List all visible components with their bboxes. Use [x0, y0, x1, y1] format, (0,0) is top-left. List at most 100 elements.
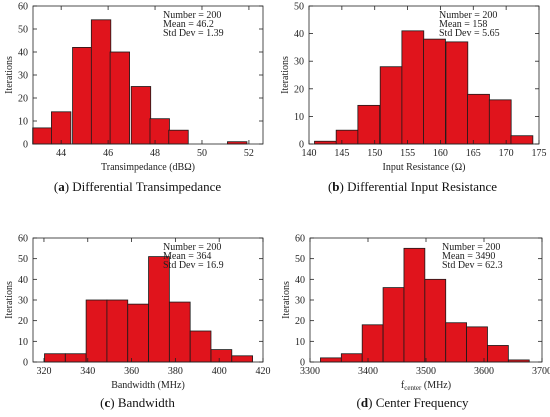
- x-tick-label: 140: [302, 148, 317, 159]
- histogram-bar: [85, 299, 108, 363]
- y-tick-label: 10: [18, 337, 28, 348]
- caption-text-d: Center Frequency: [375, 395, 469, 410]
- histogram-bar: [32, 127, 53, 145]
- x-tick-label: 50: [197, 148, 207, 159]
- y-tick-label: 50: [294, 2, 304, 13]
- y-tick-label: 0: [23, 140, 28, 151]
- histogram-bar: [106, 299, 129, 363]
- x-tick-label: 155: [400, 148, 415, 159]
- histogram-bar: [148, 256, 170, 363]
- y-tick-label: 30: [294, 57, 304, 68]
- x-tick-label: 3700: [532, 366, 550, 377]
- y-tick-label: 60: [18, 234, 28, 245]
- x-tick-label: 380: [168, 366, 183, 377]
- stats-line: Std Dev = 62.3: [442, 260, 503, 271]
- x-tick-label: 48: [150, 148, 160, 159]
- histogram-bar: [379, 66, 403, 145]
- x-tick-label: 44: [56, 148, 66, 159]
- histogram-transimpedance: 44 46 48 50 52 0 10 20 30 40 50 60 Transimpedance (d…: [4, 2, 264, 173]
- caption-a: (a) Differential Transimpedance: [53, 179, 222, 194]
- y-axis-label: Iterations: [280, 56, 291, 94]
- histogram-bar: [189, 330, 212, 363]
- stats-line: Mean = 3490: [442, 251, 495, 262]
- chart-panel-a: 44 46 48 50 52 0 10 20 30 40 50 60 Transimpedance (d…: [0, 0, 275, 208]
- caption-d: (d) Center Frequency: [356, 395, 469, 410]
- y-tick-label: 20: [295, 316, 305, 327]
- stats-line: Std Dev = 1.39: [163, 28, 224, 39]
- histogram-bandwidth: 320 340 360 380 400 420 0 10 20 30 40 50 60 Bandwidth…: [4, 234, 271, 392]
- caption-c: (c) Bandwidth: [100, 395, 175, 410]
- histogram-bar: [361, 324, 384, 363]
- stats-line: Std Dev = 5.65: [439, 28, 500, 39]
- y-tick-label: 0: [299, 140, 304, 151]
- x-tick-label: 320: [36, 366, 51, 377]
- histogram-bar: [487, 345, 509, 363]
- histogram-bar: [44, 353, 66, 363]
- y-axis-label: Iterations: [281, 281, 292, 319]
- x-tick-label: 420: [256, 366, 271, 377]
- stats-line: Std Dev = 16.9: [163, 260, 224, 271]
- x-axis-label-unit: (MHz): [421, 380, 451, 391]
- x-tick-label: 3300: [300, 366, 320, 377]
- y-tick-label: 40: [18, 275, 28, 286]
- x-tick-label: 3400: [358, 366, 378, 377]
- y-tick-label: 40: [294, 29, 304, 40]
- x-tick-label: 360: [124, 366, 139, 377]
- x-axis-label-main: f: [401, 380, 405, 391]
- x-tick-label: 340: [80, 366, 95, 377]
- histogram-bar: [320, 357, 342, 363]
- histogram-bar: [357, 104, 381, 145]
- histogram-bar: [109, 51, 130, 145]
- x-axis-label: Transimpedance (dBΩ): [101, 162, 195, 173]
- y-tick-label: 60: [18, 2, 28, 13]
- caption-label-b: b: [332, 179, 340, 194]
- caption-b: (b) Differential Input Resistance: [327, 179, 498, 194]
- y-tick-label: 60: [295, 234, 305, 245]
- x-axis-label-subscript: center: [404, 384, 422, 392]
- x-tick-label: 3600: [474, 366, 494, 377]
- stats-line: Mean = 364: [163, 251, 211, 262]
- y-tick-label: 20: [18, 94, 28, 105]
- y-tick-label: 50: [18, 25, 28, 36]
- y-tick-label: 10: [295, 337, 305, 348]
- x-tick-label: 165: [466, 148, 481, 159]
- stats-line: Number = 200: [442, 242, 500, 253]
- y-tick-label: 0: [23, 358, 28, 369]
- y-tick-label: 20: [18, 316, 28, 327]
- y-tick-label: 30: [18, 296, 28, 307]
- y-tick-label: 40: [295, 275, 305, 286]
- plot-frame: [308, 5, 540, 145]
- histogram-bar: [510, 135, 534, 145]
- y-axis-label: Iterations: [4, 281, 15, 319]
- histogram-bar: [168, 301, 191, 363]
- y-tick-label: 0: [300, 358, 305, 369]
- histogram-bar: [445, 41, 469, 145]
- histogram-bar: [51, 111, 72, 145]
- histogram-input-resistance: 140 145 150 155 160 165 170 175 0 10 20 30 40 50 Input…: [280, 2, 547, 174]
- histogram-bar: [466, 326, 488, 363]
- histogram-bar: [127, 303, 149, 363]
- y-tick-label: 20: [294, 84, 304, 95]
- chart-panel-b: 140 145 150 155 160 165 170 175 0 10 20 30 40 50 Input…: [275, 0, 550, 208]
- histogram-bar: [72, 47, 93, 145]
- caption-text-b: Differential Input Resistance: [347, 179, 498, 194]
- histogram-bar: [210, 349, 233, 363]
- x-tick-label: 3500: [416, 366, 436, 377]
- x-tick-label: 145: [334, 148, 349, 159]
- histogram-bar: [64, 353, 87, 363]
- histogram-bar: [382, 287, 405, 363]
- chart-panel-c: 320 340 360 380 400 420 0 10 20 30 40 50 60 Bandwidth…: [0, 208, 275, 416]
- y-axis-label: Iterations: [4, 56, 15, 94]
- histogram-bar: [149, 118, 170, 145]
- caption-label-a: a: [58, 179, 65, 194]
- x-tick-label: 52: [244, 148, 254, 159]
- histogram-bar: [335, 129, 359, 145]
- histogram-bar: [424, 278, 447, 363]
- x-axis-label: Bandwidth (MHz): [111, 380, 185, 391]
- histogram-bar: [340, 353, 363, 363]
- y-tick-label: 50: [295, 254, 305, 265]
- y-tick-label: 10: [18, 117, 28, 128]
- histogram-bar: [445, 322, 468, 363]
- histogram-bar: [90, 19, 112, 145]
- x-tick-label: 46: [103, 148, 113, 159]
